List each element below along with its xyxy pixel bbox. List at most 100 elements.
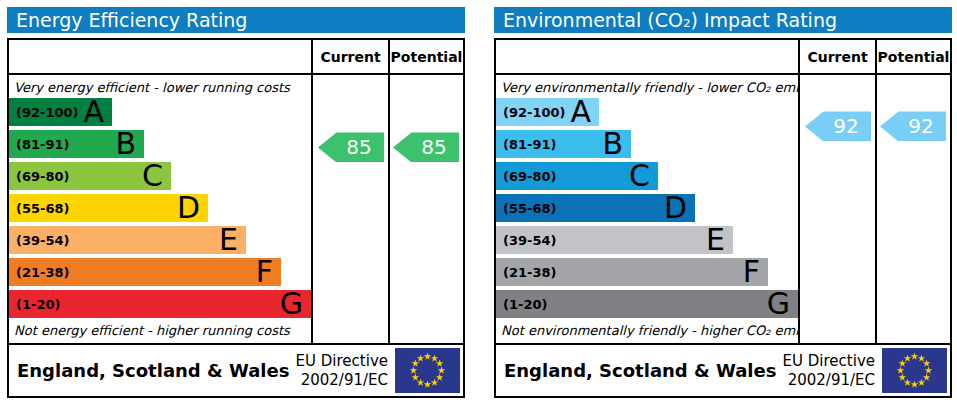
- band-letter: G: [767, 291, 790, 317]
- band-range-label: (55-68): [503, 201, 556, 216]
- band-bar-g: (1-20) G: [9, 290, 311, 318]
- eu-directive-label: EU Directive 2002/91/EC: [296, 352, 388, 390]
- panel-title-bar: Environmental (CO₂) Impact Rating: [494, 7, 952, 33]
- top-caption: Very environmentally friendly - lower CO…: [496, 79, 798, 98]
- band-letter: D: [177, 195, 200, 221]
- band-row-d: (55-68) D: [496, 194, 798, 222]
- current-rating-arrow: 85: [318, 132, 384, 162]
- band-bar-f: (21-38) F: [496, 258, 768, 286]
- band-range-label: (1-20): [503, 297, 547, 312]
- band-letter: B: [115, 131, 136, 157]
- potential-column-header: Potential: [875, 40, 950, 73]
- column-header-spacer: [496, 40, 798, 73]
- band-row-d: (55-68) D: [9, 194, 311, 222]
- rating-scale-area: Very energy efficient - lower running co…: [9, 75, 463, 343]
- band-row-g: (1-20) G: [496, 290, 798, 318]
- eu-directive-label: EU Directive 2002/91/EC: [783, 352, 875, 390]
- band-row-c: (69-80) C: [496, 162, 798, 190]
- region-label: England, Scotland & Wales: [9, 360, 296, 381]
- band-range-label: (21-38): [16, 265, 69, 280]
- footer: England, Scotland & Wales EU Directive 2…: [9, 343, 463, 396]
- band-letter: F: [743, 259, 760, 285]
- band-letter: E: [219, 227, 238, 253]
- band-row-f: (21-38) F: [9, 258, 311, 286]
- band-bar-d: (55-68) D: [496, 194, 695, 222]
- footer: England, Scotland & Wales EU Directive 2…: [496, 343, 950, 396]
- eu-flag-icon: [882, 348, 947, 393]
- band-letter: C: [629, 163, 650, 189]
- band-bar-a: (92-100) A: [496, 98, 599, 126]
- column-header-row: Current Potential: [9, 40, 463, 75]
- eu-directive-line1: EU Directive: [783, 352, 875, 371]
- energy-efficiency-rating-panel: Energy Efficiency Rating Current Potenti…: [7, 7, 465, 398]
- band-row-f: (21-38) F: [496, 258, 798, 286]
- bottom-caption: Not environmentally friendly - higher CO…: [496, 322, 798, 341]
- band-row-e: (39-54) E: [9, 226, 311, 254]
- eu-flag-icon: [395, 348, 460, 393]
- band-range-label: (55-68): [16, 201, 69, 216]
- band-letter: D: [664, 195, 687, 221]
- band-letter: F: [256, 259, 273, 285]
- band-row-e: (39-54) E: [496, 226, 798, 254]
- band-bar-e: (39-54) E: [496, 226, 733, 254]
- panel-title: Energy Efficiency Rating: [16, 9, 247, 31]
- current-column-header: Current: [798, 40, 875, 73]
- band-range-label: (39-54): [503, 233, 556, 248]
- band-column: Very environmentally friendly - lower CO…: [496, 75, 798, 343]
- band-range-label: (81-91): [16, 137, 69, 152]
- rating-scale-area: Very environmentally friendly - lower CO…: [496, 75, 950, 343]
- panel-title: Environmental (CO₂) Impact Rating: [503, 9, 837, 31]
- potential-rating-cell: 92: [875, 75, 950, 343]
- band-bar-a: (92-100) A: [9, 98, 112, 126]
- band-range-label: (81-91): [503, 137, 556, 152]
- potential-rating-arrow: 92: [880, 111, 946, 141]
- band-letter: A: [83, 99, 104, 125]
- rating-chart-box: Current Potential Very energy efficient …: [7, 38, 465, 398]
- current-column-header: Current: [311, 40, 388, 73]
- band-row-g: (1-20) G: [9, 290, 311, 318]
- band-bar-c: (69-80) C: [496, 162, 658, 190]
- band-row-a: (92-100) A: [9, 98, 311, 126]
- potential-rating-cell: 85: [388, 75, 463, 343]
- band-range-label: (21-38): [503, 265, 556, 280]
- band-bar-f: (21-38) F: [9, 258, 281, 286]
- band-bar-b: (81-91) B: [9, 130, 144, 158]
- band-row-b: (81-91) B: [496, 130, 798, 158]
- band-bar-c: (69-80) C: [9, 162, 171, 190]
- current-rating-cell: 85: [311, 75, 388, 343]
- eu-directive-line2: 2002/91/EC: [783, 371, 875, 390]
- band-row-b: (81-91) B: [9, 130, 311, 158]
- band-row-c: (69-80) C: [9, 162, 311, 190]
- band-bar-g: (1-20) G: [496, 290, 798, 318]
- potential-rating-arrow: 85: [393, 132, 459, 162]
- band-letter: C: [142, 163, 163, 189]
- column-header-spacer: [9, 40, 311, 73]
- epc-rating-charts: Energy Efficiency Rating Current Potenti…: [0, 0, 957, 398]
- band-letter: E: [706, 227, 725, 253]
- band-range-label: (1-20): [16, 297, 60, 312]
- band-range-label: (69-80): [503, 169, 556, 184]
- rating-chart-box: Current Potential Very environmentally f…: [494, 38, 952, 398]
- current-rating-arrow: 92: [805, 111, 871, 141]
- column-header-row: Current Potential: [496, 40, 950, 75]
- band-range-label: (69-80): [16, 169, 69, 184]
- band-letter: G: [280, 291, 303, 317]
- eu-directive-line2: 2002/91/EC: [296, 371, 388, 390]
- co2-impact-rating-panel: Environmental (CO₂) Impact Rating Curren…: [494, 7, 952, 398]
- band-row-a: (92-100) A: [496, 98, 798, 126]
- bottom-caption: Not energy efficient - higher running co…: [9, 322, 311, 341]
- band-bar-e: (39-54) E: [9, 226, 246, 254]
- eu-directive-line1: EU Directive: [296, 352, 388, 371]
- band-column: Very energy efficient - lower running co…: [9, 75, 311, 343]
- top-caption: Very energy efficient - lower running co…: [9, 79, 311, 98]
- band-letter: A: [570, 99, 591, 125]
- potential-column-header: Potential: [388, 40, 463, 73]
- band-range-label: (92-100): [503, 105, 566, 120]
- band-range-label: (39-54): [16, 233, 69, 248]
- panel-title-bar: Energy Efficiency Rating: [7, 7, 465, 33]
- band-range-label: (92-100): [16, 105, 79, 120]
- band-bar-d: (55-68) D: [9, 194, 208, 222]
- current-rating-cell: 92: [798, 75, 875, 343]
- region-label: England, Scotland & Wales: [496, 360, 783, 381]
- band-letter: B: [602, 131, 623, 157]
